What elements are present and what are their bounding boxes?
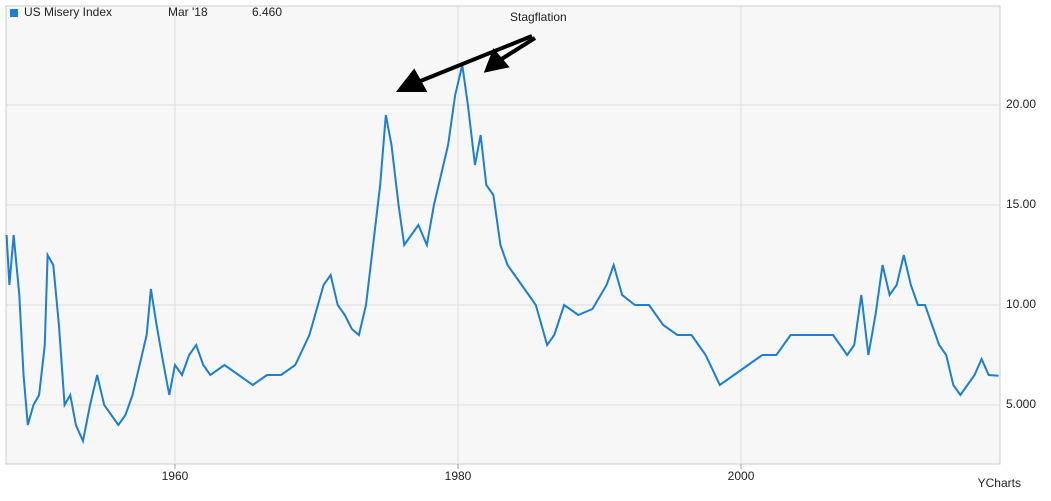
legend-value: 6.460	[252, 5, 282, 19]
y-tick-label: 20.00	[1006, 97, 1036, 111]
y-tick-label: 10.00	[1006, 297, 1036, 311]
plot-area	[5, 5, 1001, 465]
legend-label: US Misery Index	[24, 5, 112, 19]
x-tick-label: 2000	[728, 469, 755, 483]
data-line	[5, 64, 999, 445]
y-tick-label: 15.00	[1006, 197, 1036, 211]
source: YCharts	[978, 476, 1021, 490]
legend-swatch	[10, 9, 18, 17]
arrowhead	[395, 68, 428, 92]
arrow	[498, 36, 537, 62]
arrow	[417, 34, 533, 84]
x-tick-label: 1960	[162, 469, 189, 483]
arrowhead	[483, 48, 510, 73]
x-tick-label: 1980	[445, 469, 472, 483]
y-tick-label: 5.000	[1006, 397, 1036, 411]
annotation: Stagflation	[510, 10, 567, 24]
arrows	[395, 34, 537, 92]
legend-date: Mar '18	[168, 5, 208, 19]
